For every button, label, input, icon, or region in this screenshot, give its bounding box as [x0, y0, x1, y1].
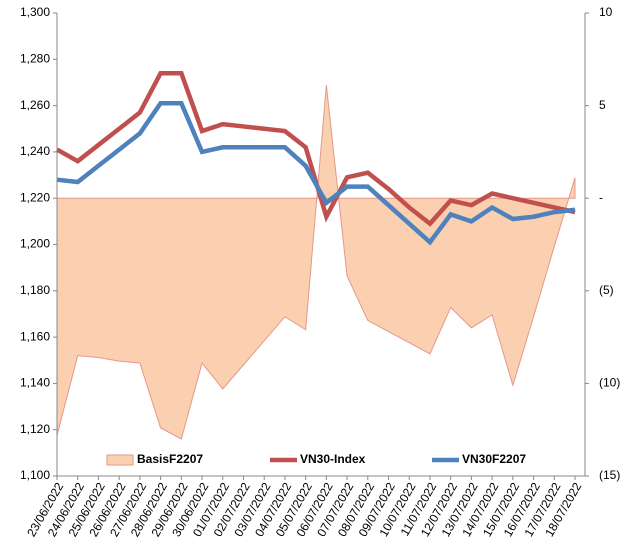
- y-tick-label: 1,280: [20, 51, 50, 65]
- y-tick-label: 1,240: [20, 144, 50, 158]
- legend-label: VN30F2207: [462, 452, 526, 466]
- y-tick-label: 1,160: [20, 329, 50, 343]
- y-tick-label: 1,120: [20, 422, 50, 436]
- y2-tick-label: 5: [599, 98, 606, 112]
- legend-swatch: [106, 454, 134, 466]
- y-tick-label: 1,200: [20, 237, 50, 251]
- legend-label: VN30-Index: [300, 452, 366, 466]
- y-tick-label: 1,300: [20, 5, 50, 19]
- legend-label: BasisF2207: [137, 452, 203, 466]
- y2-tick-label: (10): [599, 376, 620, 390]
- y2-tick-label: 10: [599, 5, 613, 19]
- y2-tick-label: -: [599, 190, 603, 204]
- line: [56, 101, 576, 246]
- y2-tick-label: (15): [599, 468, 620, 482]
- y-tick-label: 1,100: [20, 468, 50, 482]
- y-tick-label: 1,180: [20, 283, 50, 297]
- y2-tick-label: (5): [599, 283, 614, 297]
- legend: BasisF2207 VN30-Index VN30F2207: [106, 452, 526, 466]
- y-tick-label: 1,140: [20, 376, 50, 390]
- y-tick-label: 1,260: [20, 98, 50, 112]
- area: [56, 85, 576, 440]
- y-tick-label: 1,220: [20, 190, 50, 204]
